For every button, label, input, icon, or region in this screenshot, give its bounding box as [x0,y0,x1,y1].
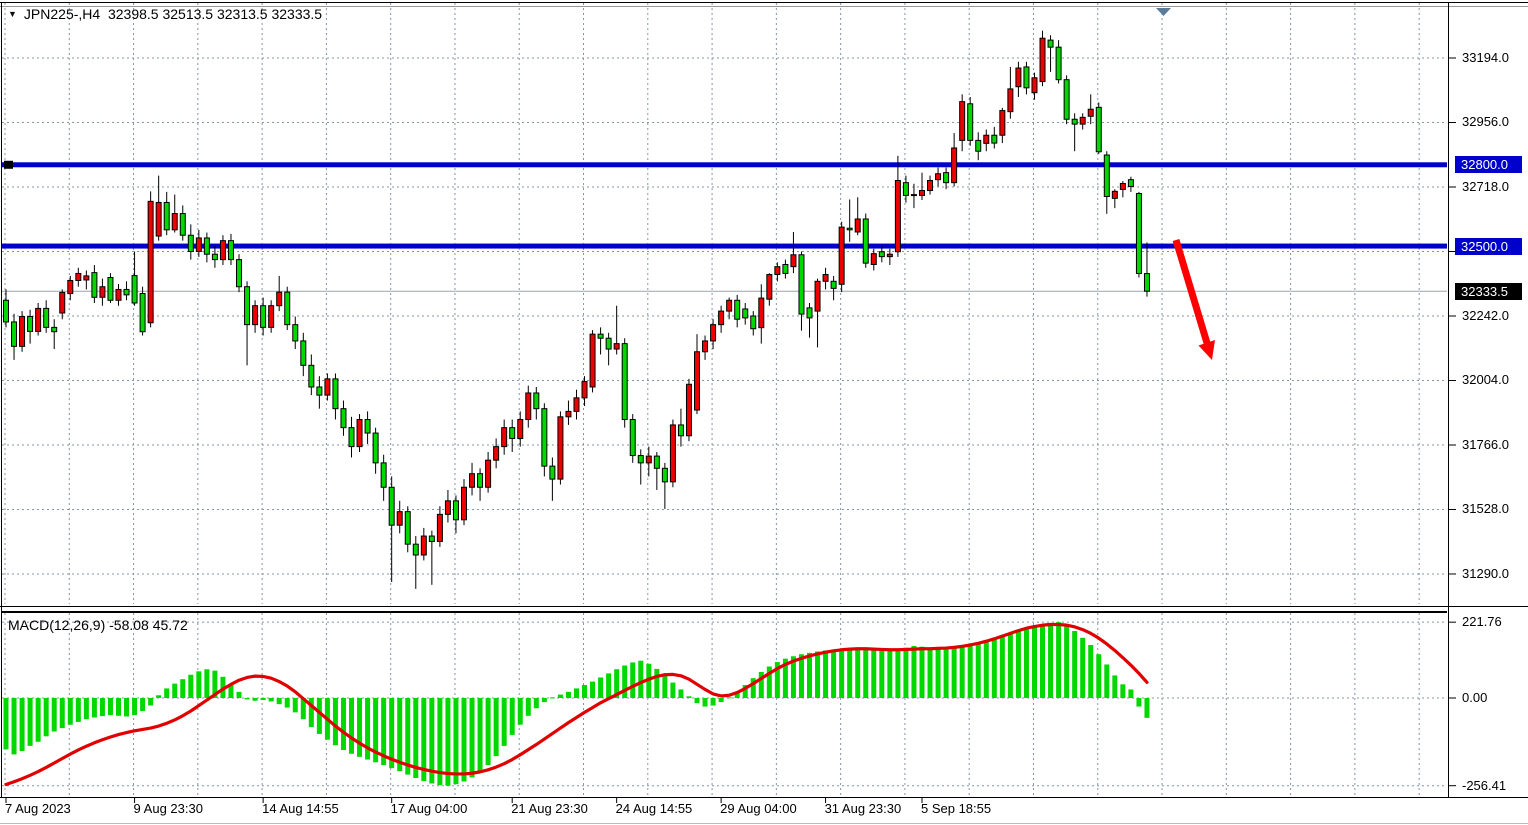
down-arrow-annotation[interactable] [1172,238,1215,360]
price-line-tag: 32500.0 [1455,237,1522,255]
ohlc-readout: 32398.5 32513.5 32313.5 32333.5 [107,6,323,22]
time-tick-label: 29 Aug 04:00 [720,801,797,816]
price-tick-label: 32242.0 [1462,307,1509,323]
price-tick-label: 31766.0 [1462,436,1509,452]
time-tick-label: 21 Aug 23:30 [511,801,588,816]
macd-tick-label: 0.00 [1462,690,1488,705]
price-tick-label: 32956.0 [1462,114,1509,130]
price-gridlines [2,57,1447,575]
hline-drag-handle[interactable] [4,160,13,169]
time-tick-label: 24 Aug 14:55 [615,801,693,816]
last-bar-marker [1156,8,1171,16]
chart-title: ▼ JPN225-,H4 32398.5 32513.5 32313.5 3233… [8,6,322,22]
axis-ticks [5,57,1456,803]
symbol-period-label: JPN225-,H4 [23,6,101,22]
time-tick-label: 17 Aug 04:00 [390,801,468,816]
current-price-tag: 32333.5 [1455,282,1522,300]
window-menu-icon[interactable]: ▼ [8,9,17,19]
macd-tick-label: -256.41 [1462,777,1507,793]
candles [3,30,1150,589]
price-tick-label: 33194.0 [1462,50,1509,65]
time-tick-label: 14 Aug 14:55 [262,801,339,816]
macd-tick-label: 221.76 [1462,614,1502,630]
horizontal-line-32500.0[interactable] [2,243,1447,249]
horizontal-line-32800.0[interactable] [2,160,1447,169]
time-tick-label: 5 Sep 18:55 [920,801,992,816]
time-tick-label: 9 Aug 23:30 [133,801,203,816]
time-tick-label: 31 Aug 23:30 [824,801,902,816]
price-line-tag: 32800.0 [1455,156,1522,174]
time-tick-label: 7 Aug 2023 [5,801,71,816]
macd-signal-line [4,622,1149,787]
price-tick-label: 31290.0 [1462,565,1509,581]
price-tick-label: 31528.0 [1462,501,1509,517]
macd-indicator-label: MACD(12,26,9) -58.08 45.72 [8,617,188,633]
macd-histogram [3,622,1150,786]
macd-gridlines [2,621,1447,787]
price-tick-label: 32718.0 [1462,178,1509,194]
price-tick-label: 32004.0 [1462,372,1509,388]
